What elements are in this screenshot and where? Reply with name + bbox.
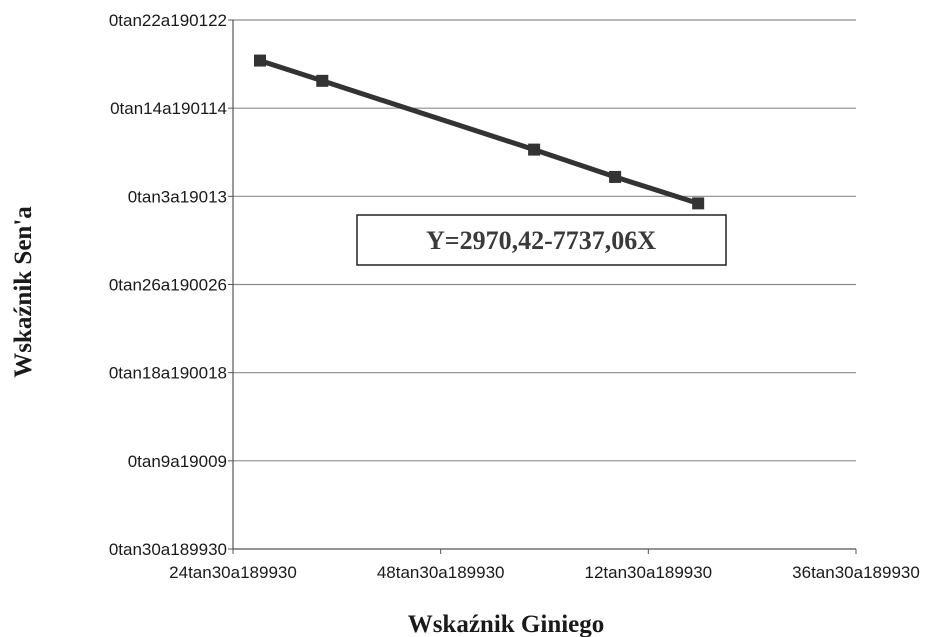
axes <box>228 19 857 554</box>
series <box>253 54 705 210</box>
x-tick-labels: 24tan30a189930 48tan30a189930 12tan30a1899… <box>169 563 920 582</box>
data-point <box>316 74 329 87</box>
data-point <box>692 197 705 210</box>
data-point <box>528 143 541 156</box>
y-axis-title: Wskaźnik Sen'a <box>10 206 37 378</box>
equation-annotation: Y=2970,42-7737,06X <box>356 214 727 266</box>
y-tick-label: 0tan14a190114 <box>110 99 227 118</box>
x-axis-title: Wskaźnik Giniego <box>408 611 605 637</box>
y-tick-label: 0tan3a19013 <box>128 187 227 206</box>
x-tick-label: 12tan30a189930 <box>585 563 713 582</box>
equation-box <box>356 214 727 266</box>
data-point <box>609 170 622 183</box>
y-tick-labels: 0tan22a190122 0tan14a190114 0tan3a19013 0ta… <box>109 11 227 559</box>
x-tick-label: 24tan30a189930 <box>169 563 297 582</box>
y-tick-label: 0tan30a189930 <box>109 540 227 559</box>
y-tick-label: 0tan9a19009 <box>128 452 227 471</box>
grid-lines <box>233 19 856 462</box>
x-tick-label: 48tan30a189930 <box>377 563 505 582</box>
data-point <box>253 54 266 67</box>
x-tick-label: 36tan30a189930 <box>792 563 920 582</box>
y-tick-label: 0tan18a190018 <box>109 364 227 383</box>
y-tick-label: 0tan22a190122 <box>109 11 227 30</box>
y-tick-label: 0tan26a190026 <box>109 276 227 295</box>
equation-text: Y=2970,42-7737,06X <box>426 226 656 255</box>
